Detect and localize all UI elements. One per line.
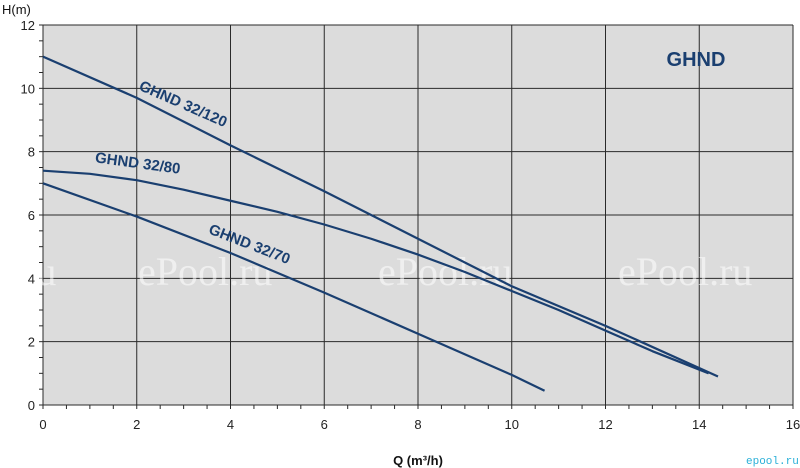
chart-title: GHND — [667, 49, 726, 71]
watermark-layer: l.ru ePool.ru ePool.ru ePool.ru — [2, 249, 752, 294]
y-axis-label: H(m) — [2, 2, 31, 17]
y-tick-label: 0 — [28, 398, 35, 413]
x-tick-label: 0 — [39, 417, 46, 432]
series-line-1 — [42, 55, 719, 378]
series-line-2 — [42, 169, 710, 375]
tick-labels: 0 2 4 6 8 10 12 14 16 0 2 4 6 8 10 12 — [21, 18, 800, 432]
x-tick-label: 4 — [227, 417, 234, 432]
x-tick-label: 2 — [133, 417, 140, 432]
series-layer — [42, 55, 719, 392]
watermark-fragment: l.ru — [2, 249, 56, 294]
x-tick-label: 14 — [692, 417, 706, 432]
watermark-3: ePool.ru — [618, 249, 752, 294]
x-tick-label: 12 — [598, 417, 612, 432]
x-axis-label: Q (m³/h) — [393, 453, 443, 468]
watermark-1: ePool.ru — [138, 249, 272, 294]
x-tick-label: 10 — [505, 417, 519, 432]
x-tick-label: 16 — [786, 417, 800, 432]
y-tick-label: 10 — [21, 81, 35, 96]
x-tick-label: 8 — [414, 417, 421, 432]
y-tick-label: 4 — [28, 271, 35, 286]
series-line-3 — [42, 182, 546, 392]
x-tick-label: 6 — [321, 417, 328, 432]
y-tick-label: 12 — [21, 18, 35, 33]
y-tick-label: 2 — [28, 335, 35, 350]
epool-logo: epool.ru — [746, 456, 799, 468]
grid — [39, 24, 794, 409]
y-tick-label: 8 — [28, 145, 35, 160]
watermark-2: ePool.ru — [378, 249, 512, 294]
y-tick-label: 6 — [28, 208, 35, 223]
